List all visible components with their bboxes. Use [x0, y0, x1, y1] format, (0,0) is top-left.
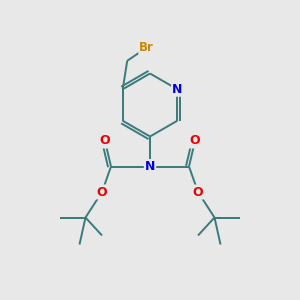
Text: O: O: [97, 185, 107, 199]
Text: Br: Br: [139, 41, 154, 54]
Text: N: N: [145, 160, 155, 173]
Text: O: O: [100, 134, 110, 148]
Text: O: O: [193, 185, 203, 199]
Text: N: N: [172, 83, 182, 96]
Text: O: O: [190, 134, 200, 148]
